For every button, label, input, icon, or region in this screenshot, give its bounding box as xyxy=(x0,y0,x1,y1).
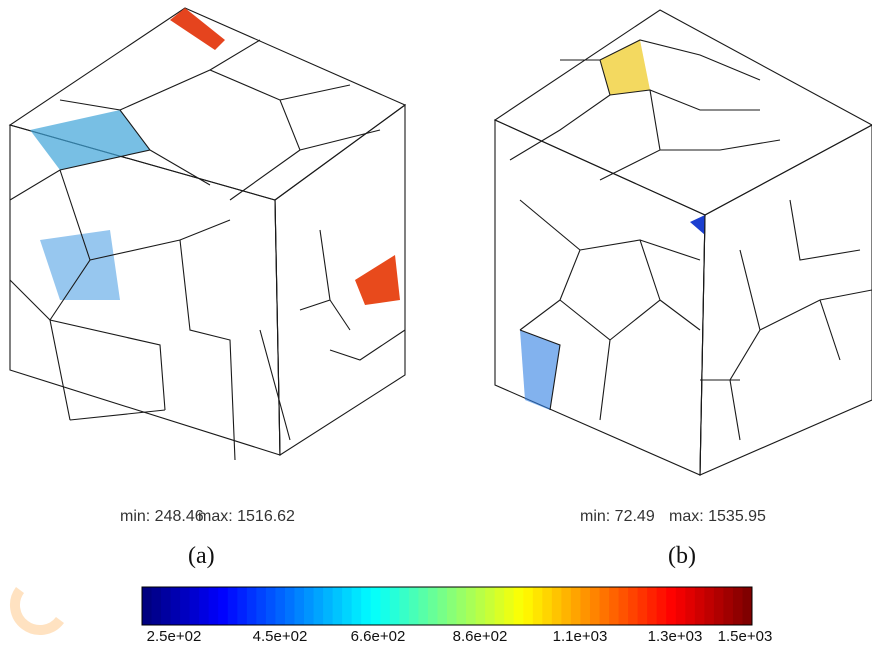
watermark xyxy=(15,590,60,630)
colorbar-step xyxy=(733,587,743,625)
min-label: min: 72.49 xyxy=(580,508,655,525)
colorbar-step xyxy=(142,587,152,625)
colorbar-step xyxy=(714,587,724,625)
colorbar-step xyxy=(523,587,533,625)
cube-b xyxy=(495,10,872,475)
cube-a xyxy=(10,8,405,460)
colorbar-step xyxy=(209,587,219,625)
colorbar-step xyxy=(704,587,714,625)
colorbar-step xyxy=(685,587,695,625)
colorbar-step xyxy=(409,587,419,625)
colorbar-step xyxy=(352,587,362,625)
colorbar-step xyxy=(628,587,638,625)
colorbar-tick-label: 1.3e+03 xyxy=(648,628,703,645)
colorbar-tick-label: 6.6e+02 xyxy=(351,628,406,645)
max-label: max: 1535.95 xyxy=(669,508,766,525)
colorbar-step xyxy=(371,587,381,625)
colorbar-step xyxy=(666,587,676,625)
colorbar-step xyxy=(237,587,247,625)
colorbar-step xyxy=(295,587,305,625)
colorbar-step xyxy=(723,587,733,625)
colorbar-step xyxy=(342,587,352,625)
colorbar-step xyxy=(619,587,629,625)
colorbar-step xyxy=(542,587,552,625)
figure: min: 248.46 max: 1516.62 (a) min: 72.49 … xyxy=(0,0,872,649)
colorbar-step xyxy=(228,587,238,625)
colorbar-step xyxy=(533,587,543,625)
colorbar-step xyxy=(333,587,343,625)
colorbar-step xyxy=(171,587,181,625)
colorbar-step xyxy=(380,587,390,625)
colorbar-step xyxy=(495,587,505,625)
colorbar-step xyxy=(571,587,581,625)
colorbar-step xyxy=(314,587,324,625)
colorbar-step xyxy=(485,587,495,625)
colorbar-step xyxy=(647,587,657,625)
colorbar-step xyxy=(695,587,705,625)
colorbar-step xyxy=(609,587,619,625)
colorbar-step xyxy=(361,587,371,625)
colorbar-step xyxy=(180,587,190,625)
colorbar-step xyxy=(638,587,648,625)
colorbar-step xyxy=(504,587,514,625)
colorbar xyxy=(142,587,753,625)
colorbar-step xyxy=(580,587,590,625)
colorbar-tick-label: 1.1e+03 xyxy=(553,628,608,645)
colorbar-step xyxy=(590,587,600,625)
colorbar-step xyxy=(418,587,428,625)
colorbar-step xyxy=(447,587,457,625)
colorbar-step xyxy=(152,587,162,625)
colorbar-step xyxy=(552,587,562,625)
colorbar-step xyxy=(199,587,209,625)
colorbar-step xyxy=(399,587,409,625)
colorbar-step xyxy=(218,587,228,625)
colorbar-step xyxy=(457,587,467,625)
colorbar-step xyxy=(190,587,200,625)
max-label: max: 1516.62 xyxy=(198,508,295,525)
colorbar-step xyxy=(161,587,171,625)
colorbar-tick-label: 1.5e+03 xyxy=(718,628,773,645)
caption: (b) xyxy=(668,543,696,569)
colorbar-tick-label: 2.5e+02 xyxy=(147,628,202,645)
colorbar-step xyxy=(304,587,314,625)
colorbar-step xyxy=(600,587,610,625)
colorbar-step xyxy=(476,587,486,625)
colorbar-step xyxy=(657,587,667,625)
colorbar-step xyxy=(676,587,686,625)
colorbar-step xyxy=(247,587,257,625)
colorbar-step xyxy=(256,587,266,625)
colorbar-step xyxy=(323,587,333,625)
min-label: min: 248.46 xyxy=(120,508,204,525)
colorbar-step xyxy=(285,587,295,625)
colorbar-step xyxy=(466,587,476,625)
colorbar-step xyxy=(437,587,447,625)
colorbar-step xyxy=(266,587,276,625)
colorbar-step xyxy=(275,587,285,625)
colorbar-step xyxy=(390,587,400,625)
colorbar-step xyxy=(428,587,438,625)
colorbar-tick-label: 4.5e+02 xyxy=(253,628,308,645)
caption: (a) xyxy=(188,543,215,569)
colorbar-step xyxy=(742,587,752,625)
colorbar-step xyxy=(561,587,571,625)
colorbar-tick-label: 8.6e+02 xyxy=(453,628,508,645)
colorbar-step xyxy=(514,587,524,625)
